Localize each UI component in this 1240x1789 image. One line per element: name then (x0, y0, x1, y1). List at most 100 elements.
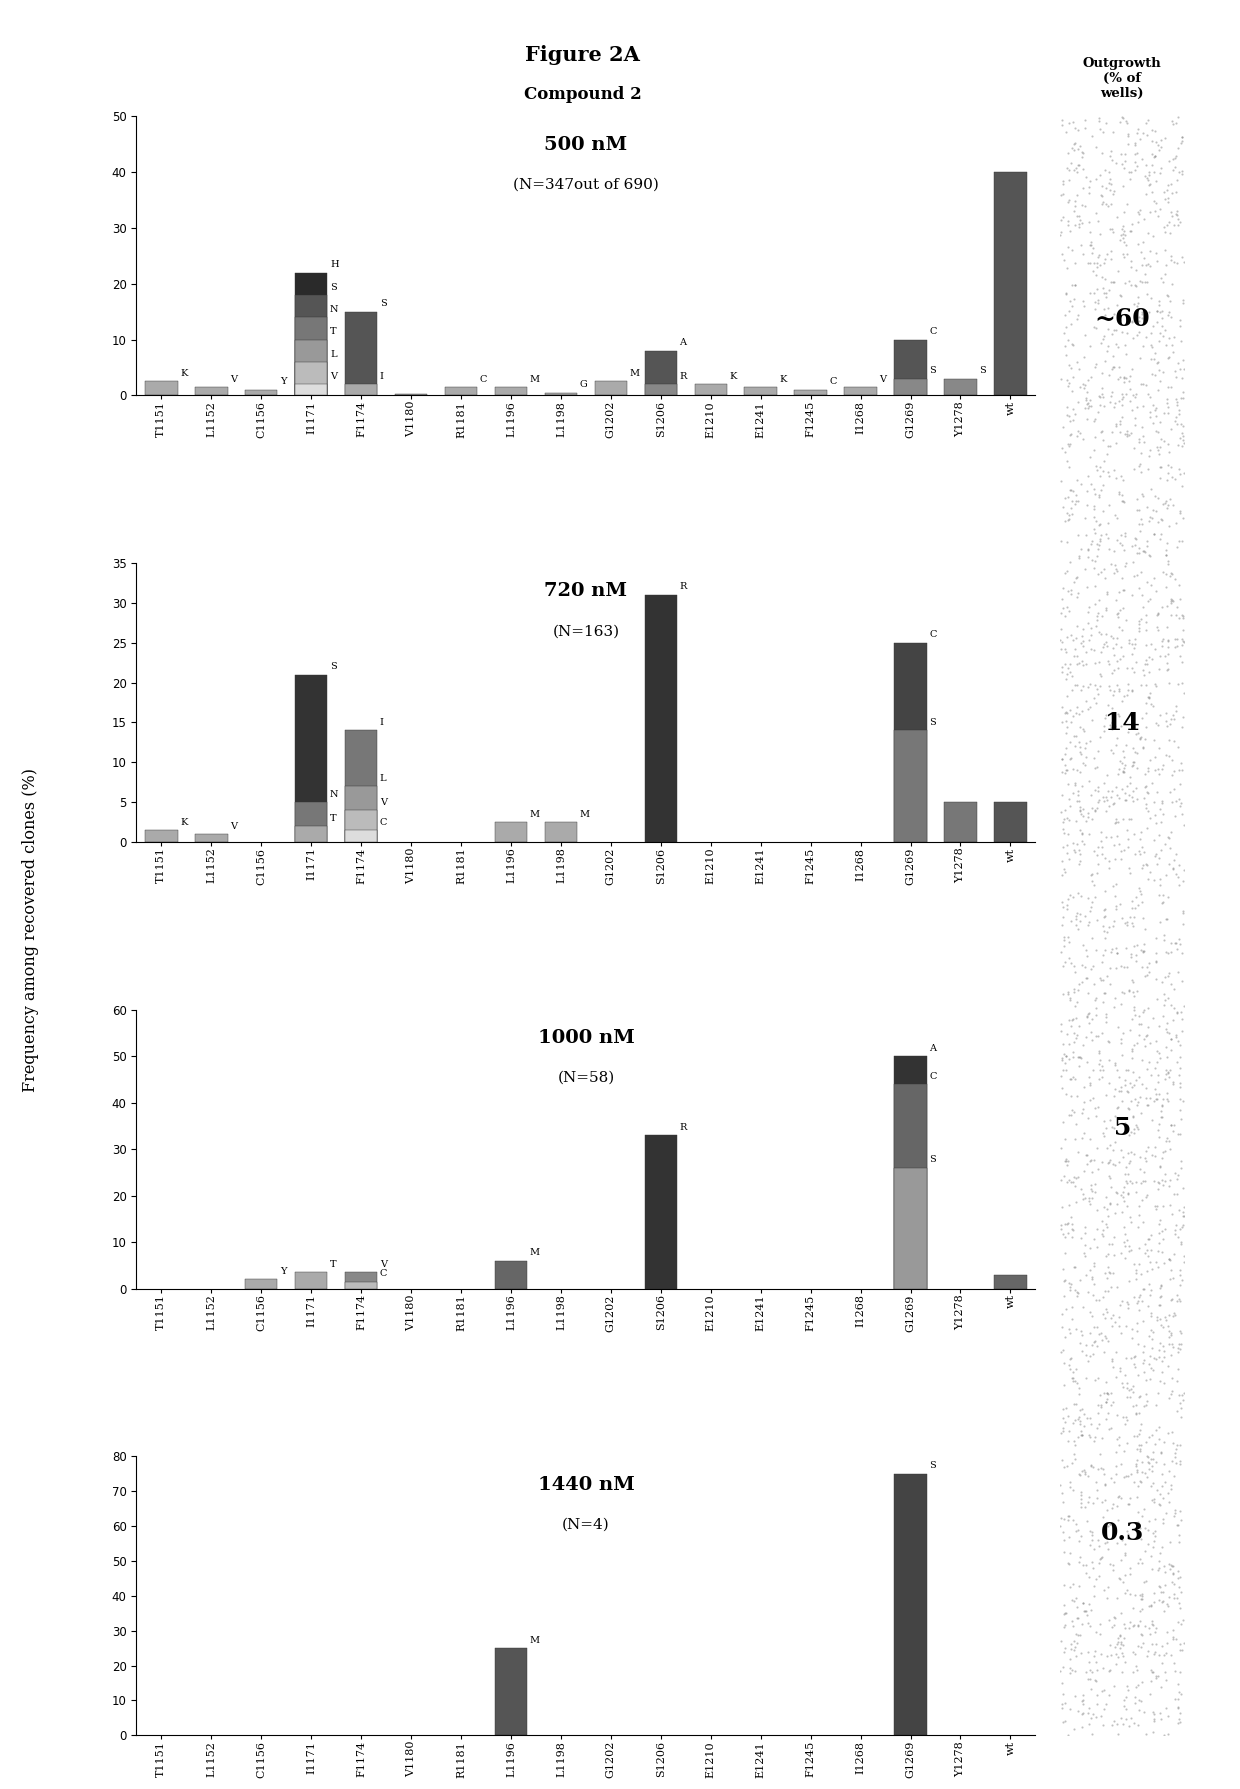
Point (1163, 853, 1183, 882)
Point (1152, 304, 1172, 333)
Point (1091, 662, 1111, 691)
Text: M: M (529, 1249, 539, 1258)
Point (1070, 1052, 1090, 1081)
Point (1120, 1376, 1140, 1404)
Point (1079, 608, 1099, 637)
Point (1055, 733, 1075, 762)
Point (1075, 555, 1095, 583)
Point (1109, 1624, 1128, 1653)
Point (1149, 701, 1169, 730)
Point (1085, 1286, 1105, 1315)
Point (1064, 1714, 1084, 1742)
Text: R: R (680, 583, 687, 592)
Point (1152, 1587, 1172, 1615)
Point (1066, 154, 1086, 182)
Point (1156, 535, 1176, 564)
Point (1161, 601, 1180, 630)
Point (1164, 1569, 1184, 1598)
Point (1090, 1562, 1110, 1590)
Text: C: C (929, 630, 936, 639)
Point (1107, 821, 1127, 850)
Point (1060, 1272, 1080, 1301)
Point (1084, 515, 1104, 544)
Point (1161, 970, 1180, 998)
Point (1107, 1505, 1127, 1533)
Point (1071, 1712, 1091, 1741)
Point (1157, 590, 1177, 619)
Point (1147, 1195, 1167, 1224)
Point (1086, 453, 1106, 481)
Point (1172, 757, 1192, 785)
Point (1161, 1056, 1180, 1084)
Point (1068, 417, 1087, 445)
Point (1095, 896, 1115, 925)
Point (1127, 1612, 1147, 1641)
Point (1166, 1211, 1185, 1240)
Point (1135, 538, 1154, 567)
Point (1084, 234, 1104, 263)
Point (1061, 744, 1081, 773)
Point (1080, 1612, 1100, 1641)
Point (1174, 1628, 1194, 1657)
Point (1123, 633, 1143, 662)
Point (1166, 787, 1185, 816)
Point (1054, 594, 1074, 623)
Point (1161, 1134, 1180, 1163)
Point (1054, 1370, 1074, 1399)
Point (1085, 406, 1105, 435)
Point (1105, 1222, 1125, 1251)
Point (1131, 1168, 1151, 1197)
Point (1137, 531, 1157, 560)
Point (1070, 796, 1090, 825)
Point (1061, 1222, 1081, 1251)
Point (1115, 1648, 1135, 1676)
Point (1096, 283, 1116, 311)
Point (1166, 624, 1185, 653)
Point (1053, 807, 1073, 835)
Point (1052, 1211, 1071, 1240)
Point (1056, 556, 1076, 585)
Point (1127, 138, 1147, 166)
Point (1136, 791, 1156, 819)
Point (1095, 445, 1115, 474)
Point (1052, 744, 1071, 773)
Point (1154, 921, 1174, 950)
Bar (345, 1272, 377, 1288)
Point (1130, 343, 1149, 372)
Point (1059, 805, 1079, 834)
Point (1116, 379, 1136, 408)
Point (1117, 1191, 1137, 1220)
Point (1099, 1202, 1118, 1231)
Point (1102, 1710, 1122, 1739)
Point (1121, 939, 1141, 968)
Point (1092, 1487, 1112, 1515)
Point (1116, 1705, 1136, 1734)
Point (1145, 1505, 1164, 1533)
Point (1115, 835, 1135, 864)
Point (1096, 1691, 1116, 1719)
Point (1167, 592, 1187, 621)
Point (1075, 1412, 1095, 1440)
Point (1104, 352, 1123, 381)
Point (1169, 354, 1189, 383)
Point (1174, 1247, 1194, 1276)
Point (1109, 1481, 1128, 1510)
Point (1112, 1369, 1132, 1397)
Point (1166, 465, 1185, 494)
Point (1094, 1379, 1114, 1408)
Point (1149, 866, 1169, 894)
Point (1138, 682, 1158, 710)
Point (1133, 537, 1153, 565)
Point (1089, 832, 1109, 861)
Point (1054, 927, 1074, 955)
Point (1063, 662, 1083, 691)
Point (1069, 1460, 1089, 1488)
Point (1076, 521, 1096, 549)
Point (1073, 673, 1092, 701)
Point (1138, 866, 1158, 894)
Point (1168, 1338, 1188, 1367)
Point (1111, 1658, 1131, 1687)
Point (1084, 1453, 1104, 1481)
Point (1099, 458, 1118, 487)
Point (1161, 1111, 1180, 1140)
